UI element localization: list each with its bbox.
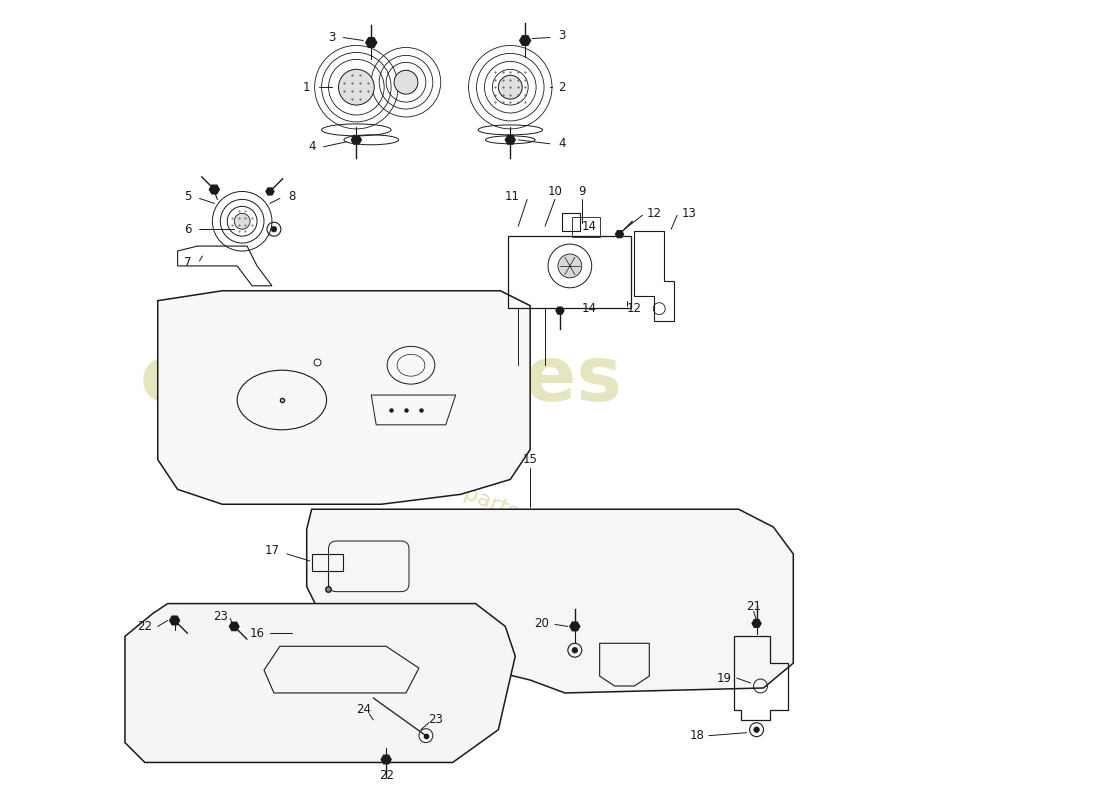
Text: 10: 10 bbox=[548, 185, 562, 198]
Text: 16: 16 bbox=[250, 627, 264, 640]
Text: eurospares: eurospares bbox=[140, 343, 623, 417]
Text: 3: 3 bbox=[558, 29, 565, 42]
Text: 21: 21 bbox=[746, 600, 761, 613]
Polygon shape bbox=[616, 230, 624, 238]
Polygon shape bbox=[382, 755, 392, 764]
Text: 14: 14 bbox=[582, 220, 597, 233]
Polygon shape bbox=[209, 185, 219, 194]
Polygon shape bbox=[366, 38, 376, 47]
Polygon shape bbox=[351, 135, 361, 144]
Circle shape bbox=[572, 647, 578, 653]
Text: 2: 2 bbox=[558, 81, 565, 94]
Circle shape bbox=[754, 727, 759, 733]
Polygon shape bbox=[169, 616, 179, 625]
Text: 19: 19 bbox=[716, 671, 732, 685]
Circle shape bbox=[271, 226, 277, 232]
Text: 8: 8 bbox=[288, 190, 296, 203]
Polygon shape bbox=[230, 622, 239, 630]
Text: 24: 24 bbox=[355, 703, 371, 716]
Polygon shape bbox=[519, 36, 530, 46]
Circle shape bbox=[498, 75, 522, 99]
Polygon shape bbox=[157, 290, 530, 504]
Text: 12: 12 bbox=[647, 207, 662, 220]
Circle shape bbox=[558, 254, 582, 278]
Polygon shape bbox=[505, 135, 515, 144]
Text: 11: 11 bbox=[505, 190, 520, 203]
Text: 4: 4 bbox=[308, 140, 316, 154]
Text: 18: 18 bbox=[690, 729, 704, 742]
Polygon shape bbox=[266, 188, 274, 195]
Text: 22: 22 bbox=[138, 620, 152, 633]
Text: 1: 1 bbox=[302, 81, 310, 94]
Bar bbox=[572, 218, 600, 237]
Text: 23: 23 bbox=[428, 714, 443, 726]
Text: 4: 4 bbox=[558, 138, 565, 150]
Text: 23: 23 bbox=[213, 610, 228, 623]
Bar bbox=[508, 236, 631, 308]
Circle shape bbox=[394, 70, 418, 94]
Text: 17: 17 bbox=[264, 545, 279, 558]
Text: 3: 3 bbox=[328, 31, 336, 44]
Text: 12: 12 bbox=[627, 302, 642, 315]
Polygon shape bbox=[307, 510, 793, 693]
Polygon shape bbox=[752, 619, 761, 627]
Text: 5: 5 bbox=[184, 190, 191, 203]
Text: 14: 14 bbox=[582, 302, 597, 315]
Text: 6: 6 bbox=[184, 222, 191, 236]
Polygon shape bbox=[125, 603, 515, 762]
Ellipse shape bbox=[238, 370, 327, 430]
Text: 9: 9 bbox=[578, 185, 585, 198]
Circle shape bbox=[339, 70, 374, 105]
Text: 20: 20 bbox=[535, 617, 550, 630]
Polygon shape bbox=[570, 622, 580, 630]
Text: a passion for parts since 1985: a passion for parts since 1985 bbox=[320, 427, 640, 572]
Circle shape bbox=[234, 214, 250, 229]
Bar bbox=[562, 214, 580, 231]
Text: 13: 13 bbox=[682, 207, 696, 220]
Text: 15: 15 bbox=[522, 453, 538, 466]
Text: 7: 7 bbox=[184, 257, 191, 270]
Text: 22: 22 bbox=[378, 769, 394, 782]
Polygon shape bbox=[556, 307, 564, 314]
